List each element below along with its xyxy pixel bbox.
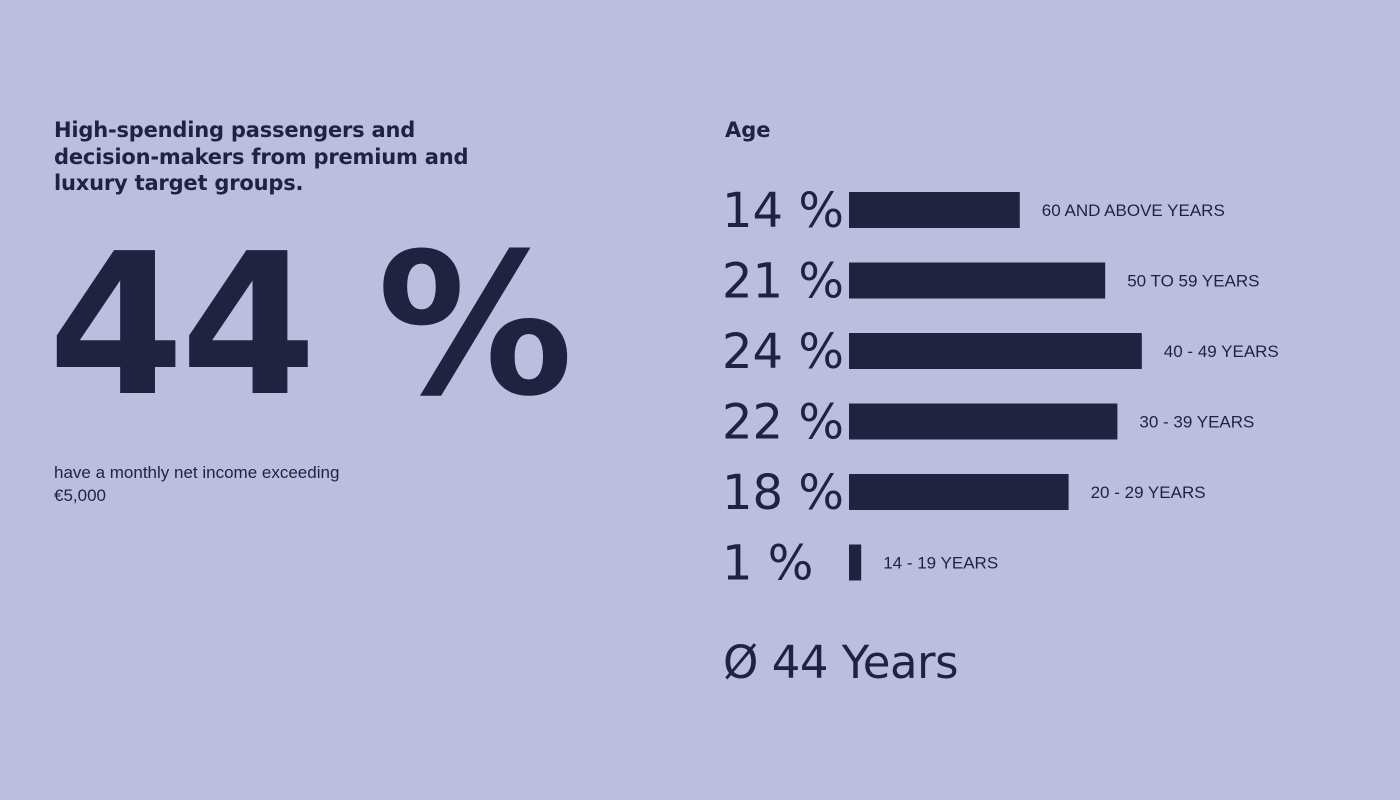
- headline: High-spending passengers and decision-ma…: [54, 118, 469, 195]
- category-label: 60 AND ABOVE YEARS: [1042, 201, 1225, 220]
- value-label: 24 %: [722, 324, 844, 380]
- average-age: Ø 44 Years: [723, 636, 959, 689]
- bar: [849, 474, 1069, 510]
- bar: [849, 262, 1106, 299]
- chart-title: Age: [725, 118, 771, 142]
- category-label: 30 - 39 YEARS: [1139, 413, 1254, 432]
- bar: [849, 403, 1118, 440]
- category-label: 40 - 49 YEARS: [1164, 342, 1279, 361]
- value-label: 14 %: [722, 183, 844, 239]
- value-label: 18 %: [722, 465, 844, 521]
- value-label: 21 %: [722, 254, 844, 310]
- bar: [849, 544, 862, 581]
- big-stat-value: 44 %: [48, 212, 573, 440]
- category-label: 14 - 19 YEARS: [883, 554, 998, 573]
- category-label: 50 TO 59 YEARS: [1127, 272, 1259, 291]
- category-label: 20 - 29 YEARS: [1091, 483, 1206, 502]
- value-label: 22 %: [722, 395, 844, 451]
- big-stat-note: have a monthly net income exceeding €5,0…: [54, 463, 340, 505]
- value-label: 1 %: [722, 536, 813, 592]
- bar: [849, 192, 1020, 228]
- bar: [849, 333, 1142, 369]
